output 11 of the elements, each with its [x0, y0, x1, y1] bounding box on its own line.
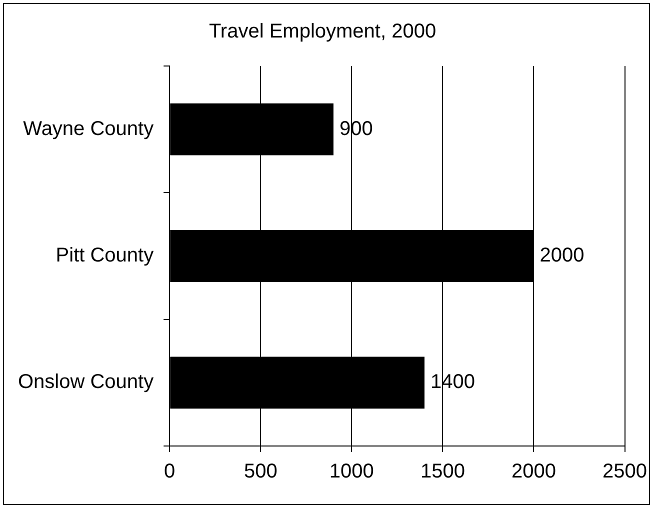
x-tick-label: 2500 — [602, 460, 648, 483]
y-tick-label: Wayne County — [23, 118, 154, 140]
data-label: 2000 — [540, 244, 584, 267]
x-tick-label: 2000 — [511, 460, 556, 483]
chart-title: Travel Employment, 2000 — [208, 20, 436, 43]
x-tick-label: 1000 — [329, 460, 374, 483]
x-tick-label: 1500 — [420, 460, 465, 483]
y-tick-label: Onslow County — [18, 371, 154, 394]
y-tick-label: Pitt County — [56, 244, 154, 267]
x-tick-label: 0 — [164, 460, 176, 483]
x-tick-label: 500 — [244, 460, 278, 483]
